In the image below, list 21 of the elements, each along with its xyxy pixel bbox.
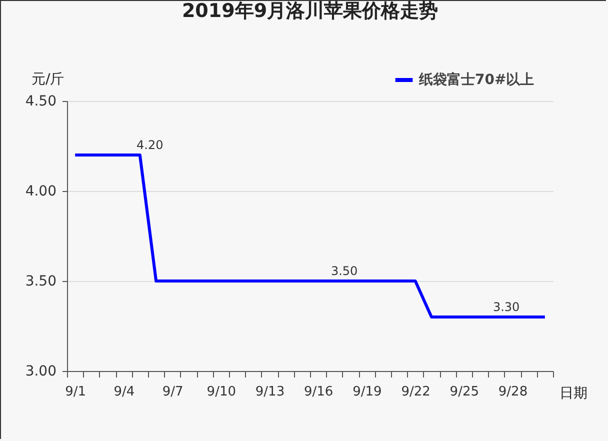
x-tick-label: 9/19	[352, 384, 382, 400]
data-label: 4.20	[136, 138, 164, 152]
y-tick-label: 4.50	[25, 94, 56, 110]
x-tick-label: 9/22	[401, 384, 430, 400]
legend-label: 纸袋富士70#以上	[418, 71, 534, 88]
x-tick-label: 9/16	[304, 384, 334, 400]
x-tick-label: 9/1	[65, 384, 86, 400]
y-tick-label: 3.50	[25, 274, 56, 290]
x-tick-label: 9/28	[498, 384, 528, 400]
y-tick-label: 3.00	[25, 364, 56, 380]
x-tick-label: 9/13	[255, 384, 285, 400]
x-tick-label: 9/7	[162, 384, 184, 400]
y-tick-label: 4.00	[25, 184, 56, 200]
x-axis-title: 日期	[560, 386, 588, 402]
y-axis-title: 元/斤	[32, 72, 64, 88]
chart-title: 2019年9月洛川苹果价格走势	[182, 0, 438, 22]
data-label: 3.30	[492, 300, 520, 314]
x-tick-label: 9/25	[450, 384, 479, 400]
data-label: 3.50	[330, 264, 358, 278]
x-tick-label: 9/10	[206, 384, 236, 400]
x-tick-label: 9/4	[114, 384, 135, 400]
